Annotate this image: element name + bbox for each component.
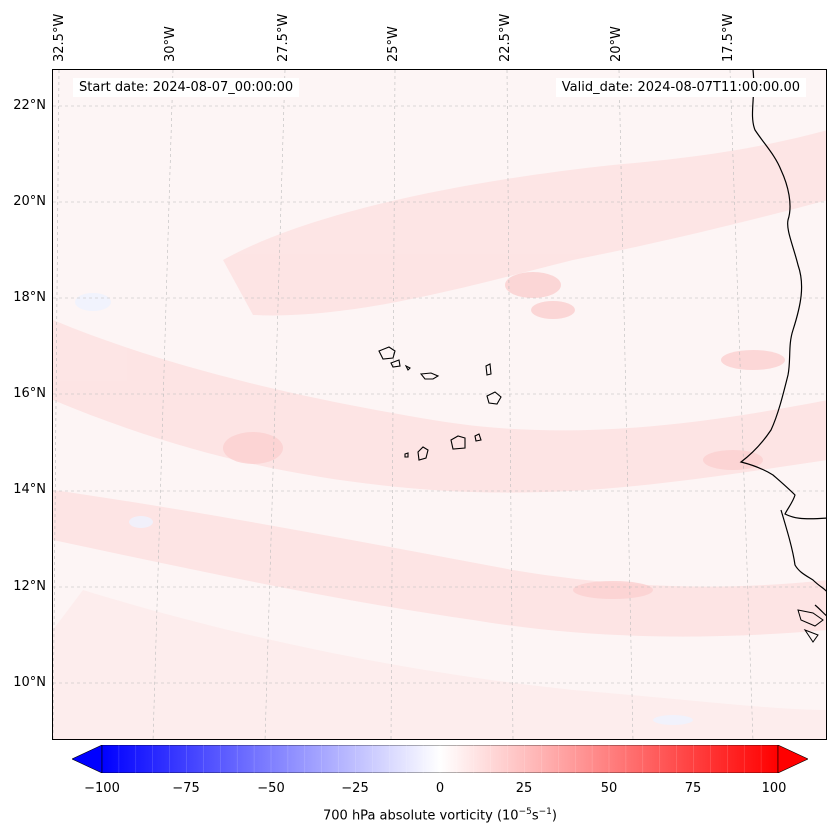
colorbar-label-exp1: −5 <box>518 807 532 817</box>
colorbar-ticks <box>118 745 762 773</box>
map-panel: Start date: 2024-08-07_00:00:00 Valid_da… <box>52 69 827 740</box>
cbar-tick-label: 25 <box>515 781 533 796</box>
lat-label-16n: 16°N <box>13 386 46 401</box>
graticule <box>53 70 826 739</box>
lat-label-10n: 10°N <box>13 675 46 690</box>
lon-label-32-5w: 32.5°W <box>52 13 67 62</box>
valid-date-label: Valid_date: 2024-08-07T11:00:00.00 <box>555 78 806 97</box>
lon-label-30w: 30°W <box>163 26 178 62</box>
cbar-tick-label: −50 <box>257 781 285 796</box>
cbar-tick-label: −100 <box>84 781 120 796</box>
cape-verde-islands <box>378 346 502 461</box>
lat-label-22n: 22°N <box>13 98 46 113</box>
lat-label-18n: 18°N <box>13 290 46 305</box>
lon-label-22-5w: 22.5°W <box>498 13 513 62</box>
lon-label-20w: 20°W <box>609 26 624 62</box>
vorticity-field <box>53 70 826 739</box>
colorbar-label: 700 hPa absolute vorticity (10−5s−1) <box>0 807 837 823</box>
lat-label-12n: 12°N <box>13 579 46 594</box>
cbar-tick-label: −75 <box>172 781 200 796</box>
african-coastline <box>739 70 826 617</box>
lon-label-27-5w: 27.5°W <box>276 13 291 62</box>
lat-label-14n: 14°N <box>13 482 46 497</box>
cbar-tick-label: 100 <box>761 781 787 796</box>
start-date-label: Start date: 2024-08-07_00:00:00 <box>73 78 300 97</box>
lon-label-17-5w: 17.5°W <box>721 13 736 62</box>
stronger-vorticity-patches <box>223 272 785 599</box>
colorbar-label-text: 700 hPa absolute vorticity (10 <box>323 808 519 824</box>
colorbar-label-mid: s <box>531 808 539 824</box>
cbar-tick-label: 75 <box>684 781 702 796</box>
colorbar-low-arrow <box>72 745 103 773</box>
lon-label-25w: 25°W <box>386 26 401 62</box>
cbar-tick-label: 0 <box>435 781 445 796</box>
cbar-tick-label: −25 <box>341 781 369 796</box>
colorbar-label-end: ) <box>551 808 557 824</box>
colorbar-body <box>101 745 779 773</box>
cbar-tick-label: 50 <box>600 781 618 796</box>
colorbar-high-arrow <box>777 745 808 773</box>
bijagos-islands <box>797 609 824 643</box>
colorbar <box>72 745 808 773</box>
negative-vorticity-patches <box>75 293 693 725</box>
colorbar-label-exp2: −1 <box>538 807 552 817</box>
lat-label-20n: 20°N <box>13 194 46 209</box>
